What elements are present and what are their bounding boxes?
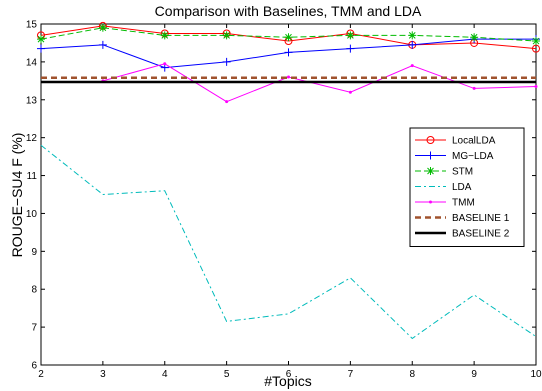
legend-entry-stm: STM: [415, 167, 473, 178]
data-point: [163, 62, 167, 66]
legend-marker: [426, 167, 435, 175]
y-tick-label: 8: [31, 285, 37, 296]
legend-entry-lda: LDA: [415, 182, 472, 193]
y-tick-label: 6: [31, 361, 37, 372]
data-point: [284, 33, 293, 42]
data-point: [348, 90, 352, 94]
legend-entry-mg-lda: MG−LDA: [415, 151, 494, 162]
data-point: [284, 48, 293, 57]
legend-label: MG−LDA: [452, 151, 494, 162]
data-point: [346, 44, 355, 53]
x-tick-label: 9: [471, 369, 477, 380]
data-point: [98, 23, 107, 32]
y-tick-label: 12: [26, 133, 38, 144]
legend-label: BASELINE 2: [452, 229, 510, 240]
data-point: [160, 31, 169, 40]
data-point: [98, 40, 107, 49]
data-point: [287, 75, 290, 79]
data-point: [225, 100, 229, 104]
series-line: [40, 144, 537, 340]
legend-entry-baseline-2: BASELINE 2: [415, 229, 510, 240]
legend-marker: [426, 136, 435, 144]
legend-marker: [426, 151, 435, 160]
data-point: [410, 64, 414, 68]
data-point: [472, 86, 476, 90]
y-tick-label: 15: [26, 20, 38, 31]
data-point: [346, 31, 355, 40]
plot-area: 2 3 4 5 6 7 8 9 10 6 7 8 9 10 11 12 13 14 15: [26, 20, 542, 381]
data-point: [37, 44, 45, 53]
y-axis-label: ROUGE−SU4 F (%): [9, 133, 25, 258]
x-axis-label: #Topics: [264, 373, 311, 389]
x-tick-label: 6: [286, 369, 292, 380]
x-tick-label: 5: [224, 369, 230, 380]
legend-label: BASELINE 1: [452, 213, 510, 224]
series-stm: [37, 23, 540, 46]
x-tick-label: 3: [100, 369, 106, 380]
y-tick-label: 11: [27, 171, 38, 182]
data-point: [408, 40, 417, 49]
y-tick-label: 13: [26, 95, 38, 106]
data-point: [408, 31, 417, 40]
y-tick-label: 9: [31, 247, 37, 258]
data-point: [222, 57, 231, 66]
x-tick-label: 4: [162, 369, 168, 380]
data-point: [470, 33, 479, 42]
legend-marker: [429, 200, 432, 204]
legend-entry-baseline-1: BASELINE 1: [415, 213, 510, 224]
legend-entry-locallda: LocalLDA: [415, 136, 496, 147]
x-tick-label: 7: [348, 369, 354, 380]
series-line: [40, 27, 537, 42]
series-lda: [40, 144, 537, 340]
data-point: [532, 44, 540, 53]
legend-label: STM: [452, 167, 473, 178]
data-point: [532, 37, 540, 46]
y-tick-label: 7: [31, 323, 37, 334]
legend: LocalLDA MG−LDA STM LDA TMM BASELINE 1 BASELIN…: [409, 127, 525, 247]
legend-label: TMM: [452, 198, 475, 209]
legend-label: LDA: [452, 182, 472, 193]
x-tick-label: 8: [409, 369, 415, 380]
y-tick-label: 14: [26, 57, 38, 68]
legend-box: [409, 127, 525, 247]
x-tick-label: 10: [530, 369, 542, 380]
series-line: [102, 63, 537, 103]
chart-title: Comparison with Baselines, TMM and LDA: [155, 3, 422, 19]
legend-entry-tmm: TMM: [415, 198, 475, 209]
data-point: [222, 31, 231, 40]
x-tick-label: 2: [38, 369, 44, 380]
data-point: [37, 35, 45, 44]
y-tick-label: 10: [26, 209, 38, 220]
legend-label: LocalLDA: [452, 136, 496, 147]
data-point: [534, 85, 538, 89]
